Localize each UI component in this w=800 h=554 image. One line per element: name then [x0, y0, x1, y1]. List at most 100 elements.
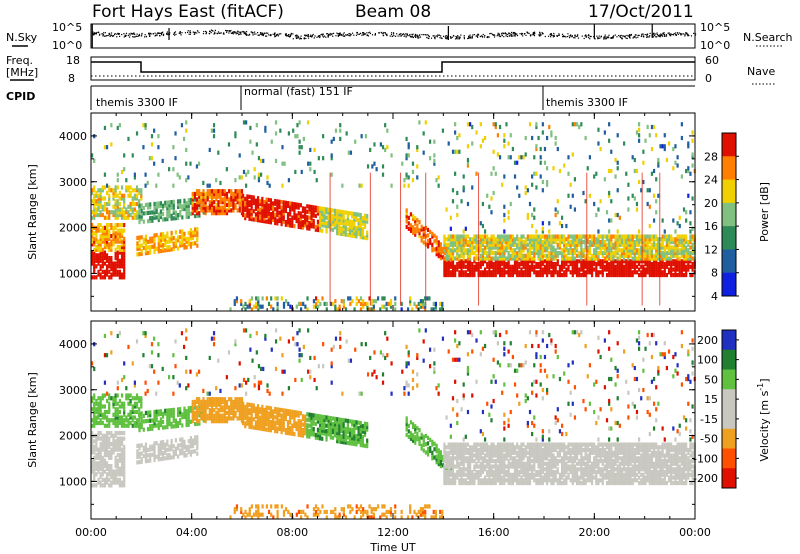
data-cell — [454, 264, 457, 269]
data-cell — [116, 207, 119, 212]
data-cell — [454, 242, 457, 247]
data-cell — [99, 480, 102, 485]
data-cell — [360, 183, 363, 188]
data-cell — [473, 270, 476, 275]
data-cell — [652, 193, 656, 198]
data-cell — [182, 136, 186, 142]
data-cell — [344, 426, 347, 431]
data-cell — [637, 248, 641, 253]
data-cell — [295, 304, 298, 309]
data-cell — [503, 239, 506, 245]
data-cell — [563, 253, 566, 258]
data-cell — [319, 222, 322, 227]
data-cell — [195, 208, 199, 213]
data-cell — [586, 256, 589, 261]
data-cell — [242, 401, 245, 406]
data-cell — [456, 190, 459, 196]
data-cell — [198, 419, 201, 424]
data-cell — [204, 200, 207, 205]
nave-label: Nave — [747, 65, 775, 78]
data-cell — [266, 180, 269, 186]
data-cell — [573, 122, 577, 127]
data-cell — [676, 248, 679, 253]
data-cell — [195, 164, 199, 169]
data-cell — [346, 221, 350, 227]
data-cell — [284, 219, 287, 225]
data-cell — [97, 223, 100, 228]
data-cell — [299, 433, 302, 438]
data-cell — [625, 245, 628, 250]
data-cell — [159, 214, 163, 220]
data-cell — [234, 134, 237, 139]
data-cell — [496, 133, 500, 138]
data-cell — [123, 256, 126, 261]
data-cell — [93, 418, 96, 423]
data-cell — [116, 223, 119, 228]
data-cell — [254, 201, 258, 206]
data-cell — [586, 234, 589, 239]
data-cell — [620, 259, 624, 264]
data-cell — [672, 272, 675, 278]
data-cell — [338, 225, 341, 231]
data-cell — [351, 433, 354, 438]
data-cell — [509, 248, 512, 253]
data-cell — [340, 437, 343, 442]
data-cell — [103, 477, 107, 482]
data-cell — [138, 451, 141, 456]
data-cell — [131, 415, 134, 420]
data-cell — [240, 399, 244, 405]
data-cell — [494, 264, 497, 269]
data-cell — [458, 270, 461, 275]
data-cell — [443, 245, 446, 250]
data-cell — [181, 243, 184, 248]
data-cell — [101, 228, 104, 233]
data-cell — [164, 456, 167, 461]
data-cell — [93, 439, 96, 444]
data-cell — [550, 253, 553, 258]
data-cell — [99, 442, 102, 447]
data-cell — [458, 261, 461, 267]
data-cell — [342, 212, 345, 218]
data-cell — [265, 200, 268, 205]
data-cell — [528, 122, 532, 127]
data-cell — [116, 212, 119, 218]
data-cell — [105, 431, 109, 436]
data-cell — [103, 125, 107, 131]
data-cell — [91, 436, 94, 441]
data-cell — [612, 270, 615, 275]
data-cell — [494, 256, 497, 261]
data-cell — [479, 245, 482, 250]
data-cell — [287, 178, 291, 183]
data-cell — [112, 267, 115, 272]
data-cell — [479, 256, 482, 261]
data-cell — [401, 161, 404, 166]
data-cell — [91, 423, 94, 428]
data-cell — [144, 391, 147, 396]
data-cell — [261, 407, 264, 412]
data-cell — [310, 215, 313, 221]
data-cell — [325, 423, 328, 428]
data-cell — [263, 210, 266, 216]
data-cell — [325, 431, 328, 437]
data-cell — [317, 299, 320, 304]
freq-unit-label: [MHz] — [6, 66, 38, 79]
data-cell — [475, 237, 478, 242]
data-cell — [464, 250, 467, 256]
data-cell — [687, 256, 690, 261]
data-cell — [524, 135, 527, 141]
data-cell — [584, 270, 587, 275]
data-cell — [522, 248, 525, 253]
data-cell — [114, 423, 117, 428]
cpid-strip: CPID themis 3300 IF normal (fast) 151 IF… — [6, 85, 695, 110]
data-cell — [543, 245, 547, 250]
data-cell — [191, 233, 195, 238]
data-cell — [469, 272, 472, 278]
data-cell — [232, 399, 235, 405]
data-cell — [363, 432, 367, 437]
data-cell — [580, 248, 583, 253]
data-cell — [103, 172, 107, 177]
data-cell — [248, 419, 251, 424]
data-cell — [301, 225, 305, 230]
data-cell — [623, 256, 626, 261]
data-cell — [168, 375, 171, 380]
